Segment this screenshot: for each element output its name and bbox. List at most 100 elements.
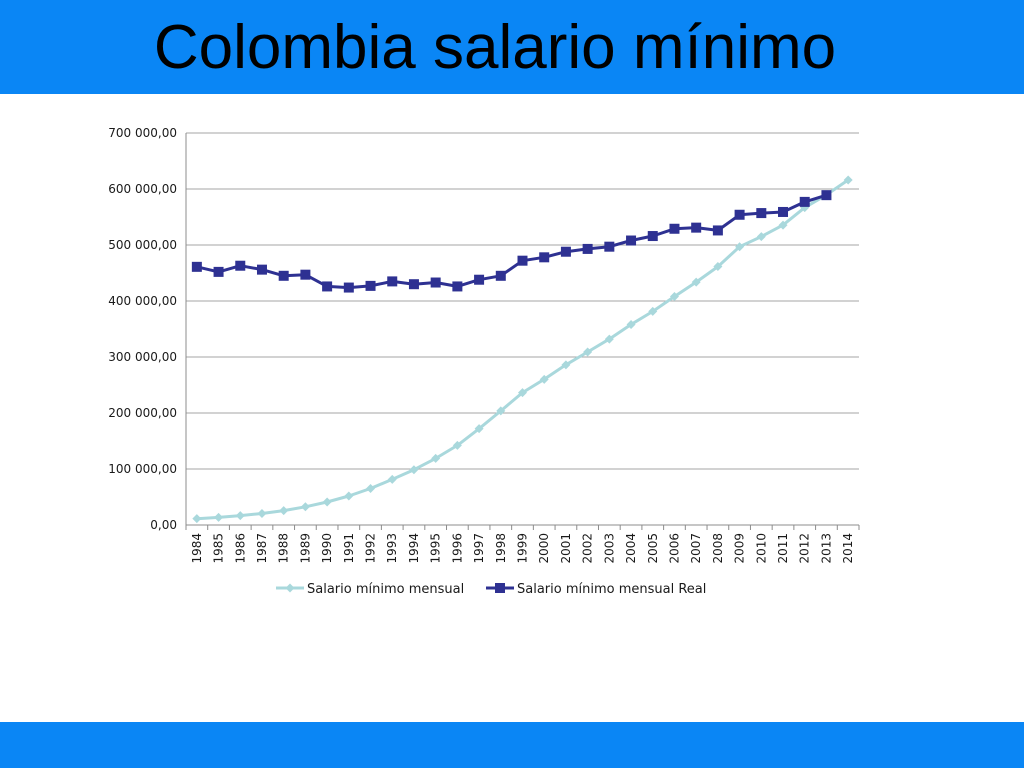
data-point-nominal [496, 406, 506, 416]
data-point-nominal [474, 424, 484, 434]
data-point-real [430, 277, 441, 288]
data-point-nominal [300, 502, 310, 512]
data-point-real [669, 223, 680, 234]
data-point-real [712, 225, 723, 236]
data-point-real [213, 266, 224, 277]
x-tick-label: 2001 [559, 533, 573, 564]
data-point-nominal [713, 262, 723, 272]
y-tick-label: 300 000,00 [108, 350, 177, 364]
title-band [0, 0, 1024, 94]
y-tick-label: 100 000,00 [108, 462, 177, 476]
data-point-nominal [452, 440, 462, 450]
x-tick-label: 2011 [776, 533, 790, 564]
data-point-real [799, 196, 810, 207]
data-point-nominal [279, 506, 289, 516]
data-point-real [778, 206, 789, 217]
data-point-nominal [539, 374, 549, 384]
footer-band [0, 722, 1024, 768]
data-point-nominal [778, 220, 788, 230]
x-tick-label: 2000 [537, 533, 551, 564]
y-tick-label: 200 000,00 [108, 406, 177, 420]
data-point-nominal [756, 232, 766, 242]
legend-marker [285, 583, 295, 593]
x-tick-label: 2003 [602, 533, 616, 564]
x-tick-label: 1988 [277, 533, 291, 564]
data-point-real [517, 255, 528, 266]
data-point-nominal [409, 465, 419, 475]
data-point-nominal [235, 511, 245, 521]
x-tick-label: 2006 [667, 533, 681, 564]
data-point-real [256, 264, 267, 275]
data-point-nominal [322, 497, 332, 507]
x-tick-label: 1984 [190, 533, 204, 564]
data-point-nominal [604, 334, 614, 344]
data-point-nominal [669, 292, 679, 302]
data-point-nominal [344, 491, 354, 501]
data-point-nominal [691, 277, 701, 287]
data-point-nominal [561, 360, 571, 370]
slide-title: Colombia salario mínimo [153, 13, 837, 82]
y-tick-label: 500 000,00 [108, 238, 177, 252]
x-tick-label: 1999 [516, 533, 530, 564]
data-point-real [626, 235, 637, 246]
x-tick-label: 1998 [494, 533, 508, 564]
data-point-real [756, 208, 767, 219]
data-point-real [343, 282, 354, 293]
x-tick-label: 1997 [472, 533, 486, 564]
y-tick-label: 400 000,00 [108, 294, 177, 308]
data-point-real [604, 241, 615, 252]
data-point-real [560, 246, 571, 257]
data-point-real [474, 274, 485, 285]
data-point-nominal [518, 388, 527, 398]
data-point-real [452, 281, 463, 292]
y-tick-label: 700 000,00 [108, 126, 177, 140]
x-tick-label: 1994 [407, 533, 421, 564]
x-tick-label: 1985 [212, 533, 226, 564]
x-tick-label: 1990 [320, 533, 334, 564]
data-point-nominal [366, 483, 376, 493]
series-line [196, 178, 849, 521]
data-point-nominal [192, 514, 202, 524]
x-tick-label: 2004 [624, 533, 638, 564]
data-point-real [821, 190, 832, 201]
data-point-real [408, 279, 419, 290]
data-point-real [300, 269, 311, 280]
data-point-nominal [431, 453, 441, 463]
y-tick-label: 600 000,00 [108, 182, 177, 196]
data-point-real [387, 276, 398, 287]
x-tick-label: 2012 [798, 533, 812, 564]
data-point-real [691, 222, 702, 233]
data-point-nominal [257, 509, 267, 519]
data-point-real [235, 260, 246, 271]
x-tick-label: 1996 [450, 533, 464, 564]
x-tick-label: 1995 [429, 533, 443, 564]
data-point-nominal [214, 512, 224, 522]
x-tick-label: 2013 [819, 533, 833, 564]
legend-label: Salario mínimo mensual Real [517, 582, 706, 597]
data-point-nominal [387, 474, 397, 484]
y-tick-label: 0,00 [150, 518, 177, 532]
x-tick-label: 2014 [841, 533, 855, 564]
x-tick-label: 2010 [754, 533, 768, 564]
x-tick-label: 2005 [646, 533, 660, 564]
data-point-real [647, 231, 658, 242]
x-tick-label: 1993 [385, 533, 399, 564]
data-point-nominal [735, 242, 745, 252]
x-tick-label: 1991 [342, 533, 356, 564]
data-point-real [322, 281, 333, 292]
x-tick-label: 2009 [733, 533, 747, 564]
data-point-real [495, 270, 506, 281]
legend-label: Salario mínimo mensual [307, 582, 464, 597]
x-tick-label: 2007 [689, 533, 703, 564]
data-point-real [582, 243, 593, 254]
data-point-real [365, 280, 376, 291]
legend-marker [495, 583, 505, 593]
data-point-nominal [843, 175, 853, 185]
series-line [196, 193, 827, 290]
x-tick-label: 1992 [364, 533, 378, 564]
x-tick-label: 2002 [581, 533, 595, 564]
x-tick-label: 1986 [233, 533, 247, 564]
x-tick-label: 1989 [298, 533, 312, 564]
x-tick-label: 2008 [711, 533, 725, 564]
